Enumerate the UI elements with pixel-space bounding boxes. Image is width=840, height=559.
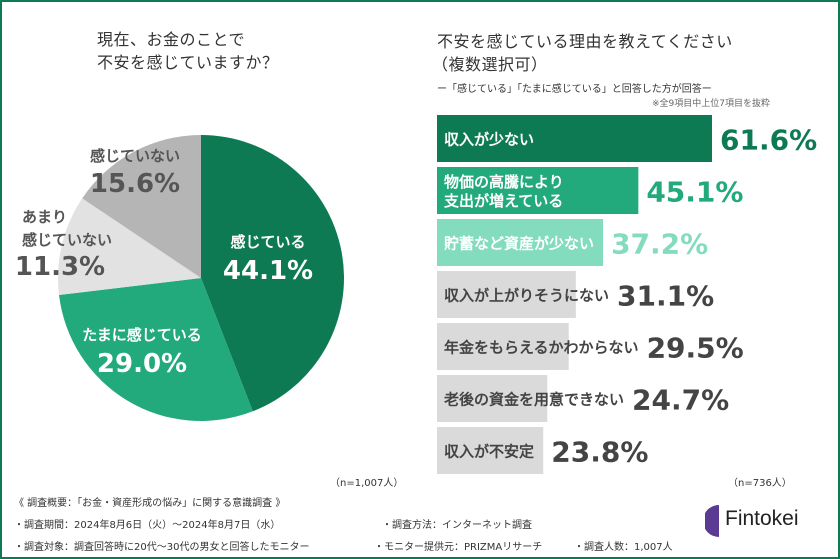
footer-overview: 《 調査概要：「お金・資産形成の悩み」に関する意識調査 》 [14,498,286,509]
pie-value-2: 11.3% [15,252,105,282]
pie-label-3: 感じていない [90,147,180,165]
pie-label-0: 感じている [230,233,305,251]
bar-sample: （n=736人） [728,478,792,489]
bar-6 [437,427,544,474]
pie-title-line2: 不安を感じていますか？ [97,53,279,72]
bar-label-0: 収入が少ない [444,131,534,149]
bar-label-6: 収入が不安定 [444,443,534,461]
bar-title-line1: 不安を感じている理由を教えてください [437,32,733,51]
logo-text: Fintokei [725,507,799,530]
bar-value-5: 24.7% [632,384,729,417]
pie-label-1: たまに感じている [82,326,202,344]
footer-provider: ・モニター提供元：PRIZMAリサーチ [374,542,543,553]
bar-3 [437,271,576,318]
bar-note: ※全9項目中上位7項目を抜粋 [652,99,770,109]
bar-label-3: 収入が上がりそうにない [444,287,609,305]
logo-mark-icon [705,505,719,537]
pie-title-line1: 現在、お金のことで [97,30,246,49]
footer-target: ・調査対象：調査回答時に20代～30代の男女と回答したモニター [14,542,310,553]
bar-subtitle: ー「感じている」「たまに感じている」と回答した方が回答ー [437,84,712,95]
bar-value-1: 45.1% [646,176,743,209]
pie-slice-1 [59,278,253,421]
pie-label-2: あまり [22,208,67,226]
footer-period: ・調査期間：2024年8月6日（火）～2024年8月7日（水） [14,520,281,531]
pie-slice-2 [58,198,202,296]
bar-1 [437,167,639,214]
bar-value-4: 29.5% [647,332,744,365]
pie-value-1: 29.0% [97,349,187,379]
bar-value-0: 61.6% [720,124,817,157]
bar-2 [437,219,604,266]
bar-label-2: 貯蓄など資産が少ない [444,235,594,253]
pie-sample: （n=1,007人） [330,478,404,489]
bar-5 [437,375,548,422]
bar-label-5: 老後の資金を用意できない [443,391,624,409]
bar-label-1: 支出が増えている [443,192,563,210]
bar-4 [437,323,569,370]
bar-value-2: 37.2% [611,228,708,261]
bar-label-4: 年金をもらえるかわからない [444,339,639,357]
pie-slice-0 [201,135,344,412]
pie-label-2: 感じていない [22,231,112,249]
footer-count: ・調査人数：1,007人 [574,542,673,553]
bar-label-1: 物価の高騰により [444,173,564,191]
pie-slice-3 [82,135,201,278]
bar-value-6: 23.8% [551,436,648,469]
bar-title-line2: （複数選択可） [432,55,548,74]
pie-value-0: 44.1% [223,256,313,286]
bar-value-3: 31.1% [617,280,714,313]
footer-method: ・調査方法：インターネット調査 [382,520,532,531]
bar-0 [437,115,712,162]
pie-value-3: 15.6% [90,169,180,199]
